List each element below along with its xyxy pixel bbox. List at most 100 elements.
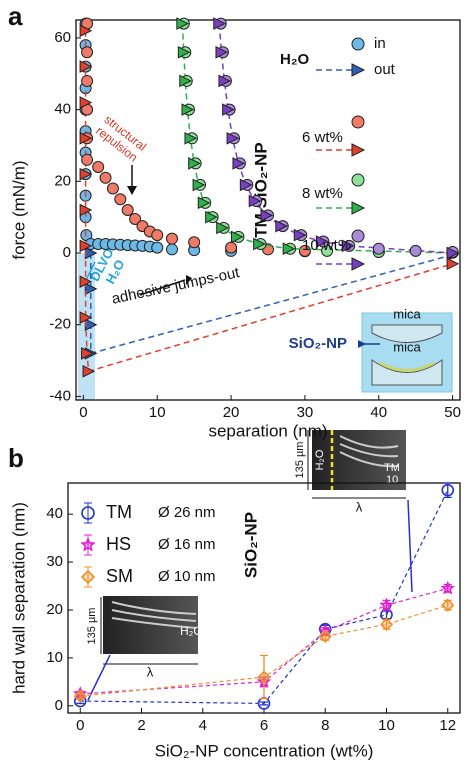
legend-label: 6 wt% <box>302 129 343 146</box>
marker <box>184 131 198 145</box>
y-tick-label: 20 <box>46 601 63 618</box>
error-bar <box>260 701 268 706</box>
y-axis-label: hard wall separation (nm) <box>9 502 28 694</box>
particle-layer <box>379 361 435 372</box>
series-line <box>80 587 448 695</box>
marker <box>215 45 229 59</box>
x-tick-label: 6 <box>260 717 268 734</box>
marker <box>192 178 206 192</box>
x-axis-label: SiO₂-NP concentration (wt%) <box>155 741 374 760</box>
marker <box>226 131 240 145</box>
legend-title: SiO₂-NP <box>241 512 260 578</box>
marker <box>188 236 201 249</box>
arrow <box>85 261 96 281</box>
marker <box>79 275 93 289</box>
inset-image <box>103 596 198 654</box>
marker <box>151 229 164 242</box>
marker <box>446 246 460 260</box>
marker <box>82 365 96 378</box>
marker <box>81 506 95 520</box>
marker <box>351 173 365 187</box>
marker <box>248 194 262 208</box>
arrow <box>139 279 186 296</box>
y-tick-label: 20 <box>54 172 71 189</box>
marker <box>79 96 93 109</box>
marker <box>79 311 93 324</box>
fringes <box>339 435 399 468</box>
inset-label: TM <box>384 462 400 474</box>
marker <box>232 157 246 170</box>
marker <box>99 171 112 184</box>
marker <box>225 241 238 254</box>
marker <box>351 201 366 215</box>
inset-label: λ <box>147 664 154 679</box>
y-tick-label: 0 <box>55 697 63 714</box>
marker <box>79 24 93 38</box>
marker <box>351 229 365 243</box>
y-tick-label: 30 <box>46 553 63 570</box>
error-bar <box>382 610 391 620</box>
marker <box>351 63 366 77</box>
legend-label: 8 wt% <box>302 185 343 202</box>
marker <box>218 74 232 88</box>
marker <box>379 597 394 612</box>
marker <box>181 103 195 116</box>
legend-label: 10 wt% <box>302 237 351 254</box>
marker <box>379 617 394 631</box>
legend-errorbar <box>84 502 92 524</box>
annotation: mica <box>393 339 421 354</box>
inset-label: 135 µm <box>86 608 98 645</box>
y-tick-label: 10 <box>46 649 63 666</box>
marker <box>230 230 244 244</box>
marker <box>205 210 218 224</box>
x-tick-label: 30 <box>297 404 314 421</box>
inset-label: H₂O <box>180 624 203 638</box>
x-tick-label: 0 <box>79 404 87 421</box>
marker <box>275 219 288 233</box>
x-tick-label: 10 <box>149 404 166 421</box>
legend-label: SM <box>106 566 133 586</box>
marker <box>298 244 311 257</box>
inset-label: λ <box>356 499 363 514</box>
marker <box>81 74 94 87</box>
marker <box>341 239 355 253</box>
marker <box>446 257 460 271</box>
x-tick-label: 50 <box>444 404 461 421</box>
legend-label: TM <box>106 502 132 522</box>
fringes <box>111 601 197 629</box>
marker <box>318 629 332 643</box>
marker <box>239 178 253 192</box>
y-tick-label: 40 <box>46 505 63 522</box>
x-tick-label: 40 <box>370 404 387 421</box>
y-tick-label: -20 <box>49 316 71 333</box>
marker <box>121 204 134 216</box>
marker <box>79 60 93 73</box>
marker <box>106 182 119 195</box>
marker <box>372 242 385 255</box>
x-tick-label: 8 <box>321 717 329 734</box>
marker <box>179 74 192 88</box>
x-tick-label: 12 <box>439 717 456 734</box>
panel-label: b <box>8 443 24 473</box>
marker <box>114 193 127 206</box>
marker <box>166 243 178 256</box>
annotation: mica <box>393 306 421 321</box>
marker <box>79 131 93 145</box>
x-tick-label: 4 <box>199 717 207 734</box>
marker <box>197 196 211 210</box>
x-tick-label: 0 <box>76 717 84 734</box>
marker <box>409 244 422 257</box>
mica-bottom <box>371 359 443 386</box>
marker <box>351 115 365 129</box>
y-tick-label: 40 <box>54 101 71 118</box>
arrow <box>407 499 413 593</box>
marker <box>351 257 366 271</box>
annotation: SiO₂-NP <box>289 335 347 352</box>
y-tick-label: -40 <box>49 387 71 404</box>
y-tick-label: 0 <box>63 244 71 261</box>
legend-size: Ø 26 nm <box>158 504 216 521</box>
marker <box>177 45 191 59</box>
marker <box>129 212 142 225</box>
marker <box>81 46 94 59</box>
